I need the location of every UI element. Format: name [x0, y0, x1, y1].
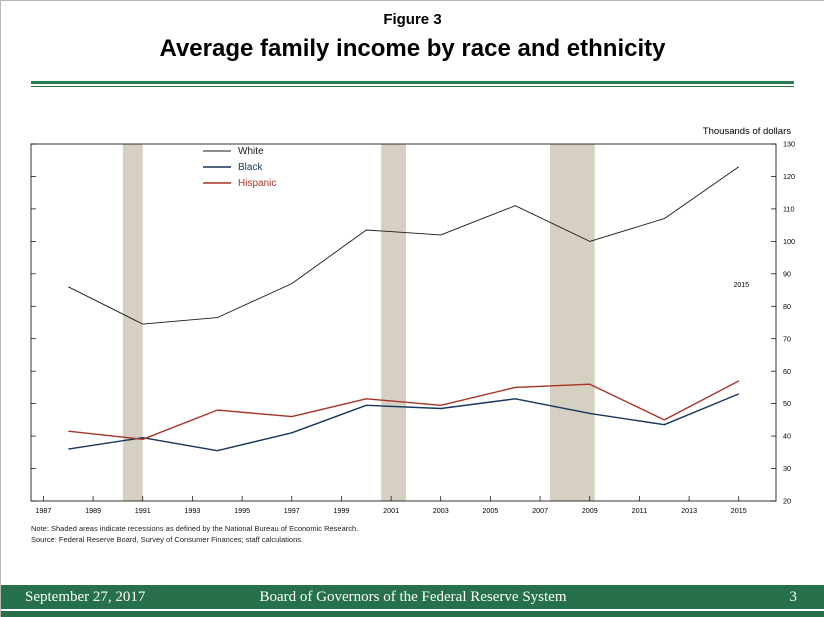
- figure-label: Figure 3: [383, 11, 442, 28]
- x-tick-label: 1997: [284, 506, 300, 515]
- annotation-2015: 2015: [733, 282, 749, 289]
- footer-page-number: 3: [789, 588, 798, 605]
- title-rule: [31, 81, 794, 87]
- chart-area: 20 30 40 50 60 70 80 90 100 110 120 130 1987 1989 1991…: [1, 119, 824, 519]
- x-tick-label: 2013: [681, 506, 697, 515]
- x-tick-label: 2007: [532, 506, 548, 515]
- footer-date: September 27, 2017: [25, 588, 146, 605]
- y-tick-label: 70: [783, 334, 791, 343]
- legend-label-white: White: [238, 146, 264, 157]
- series-line-white: [68, 166, 740, 325]
- x-tick-label: 2003: [433, 506, 449, 515]
- page-title: Average family income by race and ethnic…: [159, 35, 666, 62]
- recession-band: [550, 144, 595, 501]
- x-tick-label: 2005: [482, 506, 498, 515]
- series-line-black: [68, 393, 740, 452]
- y-tick-label: 50: [783, 399, 791, 408]
- recession-band: [381, 144, 406, 501]
- y-tick-label: 100: [783, 237, 795, 246]
- y-tick-label: 60: [783, 367, 791, 376]
- x-tick-label: 1993: [184, 506, 200, 515]
- y-tick-label: 120: [783, 172, 795, 181]
- y-tick-label: 90: [783, 269, 791, 278]
- footer-strip: [1, 611, 824, 617]
- income-line-chart: 20 30 40 50 60 70 80 90 100 110 120 130 1987 1989 1991…: [30, 126, 795, 515]
- note-text: Note: Shaded areas indicate recessions a…: [31, 524, 359, 533]
- y-tick-label: 20: [783, 497, 791, 506]
- series-line-hispanic: [68, 380, 740, 440]
- x-tick-label: 2009: [582, 506, 598, 515]
- chart-notes: Note: Shaded areas indicate recessions a…: [31, 523, 794, 545]
- footer-bar: September 27, 2017 Board of Governors of…: [1, 585, 824, 609]
- y-tick-label: 80: [783, 302, 791, 311]
- x-tick-label: 1991: [135, 506, 151, 515]
- x-tick-label: 1995: [234, 506, 250, 515]
- x-tick-label: 2015: [731, 506, 747, 515]
- legend-label-hispanic: Hispanic: [238, 178, 276, 189]
- x-tick-label: 1987: [35, 506, 51, 515]
- x-tick-label: 1989: [85, 506, 101, 515]
- y-tick-label: 30: [783, 464, 791, 473]
- footer-org: Board of Governors of the Federal Reserv…: [259, 588, 567, 605]
- y-axis-unit-label: Thousands of dollars: [703, 126, 791, 137]
- y-tick-label: 130: [783, 140, 795, 149]
- legend-label-black: Black: [238, 162, 263, 173]
- source-text: Source: Federal Reserve Board, Survey of…: [31, 535, 304, 544]
- x-tick-label: 2011: [632, 506, 647, 515]
- recession-band: [122, 144, 143, 501]
- x-tick-label: 1999: [333, 506, 349, 515]
- plot-frame: [30, 143, 777, 502]
- y-tick-label: 110: [783, 205, 794, 214]
- x-tick-label: 2001: [383, 506, 399, 515]
- y-tick-label: 40: [783, 432, 791, 441]
